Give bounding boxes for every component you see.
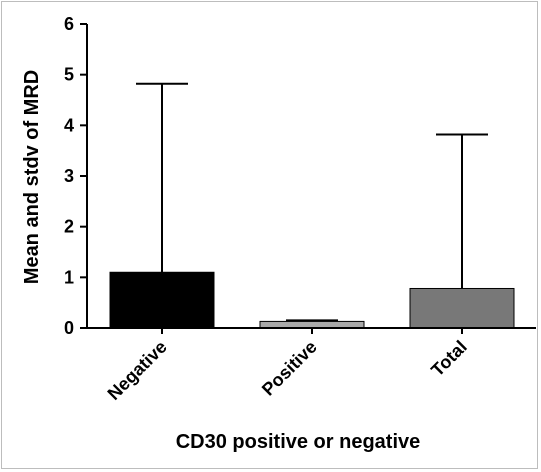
y-tick-label: 1 [64, 267, 74, 287]
x-tick-label: Negative [104, 337, 171, 404]
x-tick-label: Total [427, 337, 471, 381]
y-tick-label: 4 [64, 115, 74, 135]
y-tick-label: 6 [64, 14, 74, 34]
y-axis: 0 1 2 3 4 5 6 [64, 14, 88, 338]
bar-negative [109, 271, 215, 329]
y-tick-label: 0 [64, 318, 74, 338]
y-tick-label: 5 [64, 65, 74, 85]
y-axis-title: Mean and stdv of MRD [21, 70, 43, 284]
bars [109, 271, 515, 329]
x-axis-title: CD30 positive or negative [176, 431, 421, 453]
x-tick-label: Positive [258, 337, 321, 400]
y-tick-label: 3 [64, 166, 74, 186]
error-bars [136, 82, 488, 322]
x-axis: Negative Positive Total [87, 327, 536, 404]
bar-total [409, 287, 515, 329]
y-tick-label: 2 [64, 217, 74, 237]
